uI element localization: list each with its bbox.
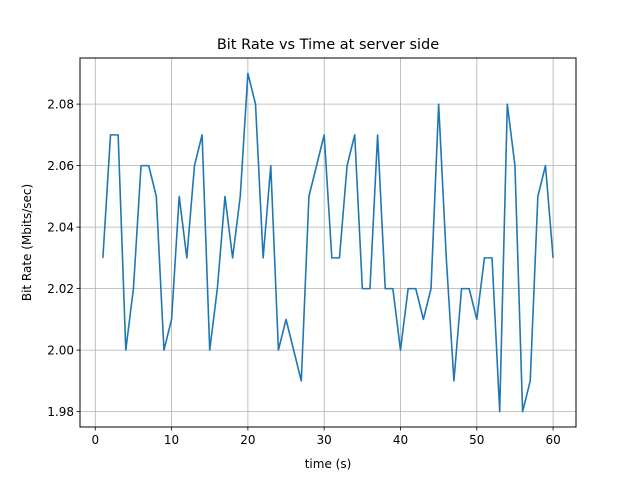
x-tick-label: 40 [393, 433, 408, 447]
y-tick-label: 2.02 [47, 282, 74, 296]
x-tick-label: 0 [91, 433, 99, 447]
x-tick-label: 20 [240, 433, 255, 447]
plot-frame [79, 57, 577, 428]
chart-title: Bit Rate vs Time at server side [217, 37, 439, 53]
series-line [102, 72, 554, 413]
y-tick-label: 1.98 [47, 405, 74, 419]
y-axis-label: Bit Rate (Mbits/sec) [20, 184, 34, 301]
x-axis-label: time (s) [305, 457, 352, 471]
x-tick-label: 10 [164, 433, 179, 447]
ticks: 0 10 20 30 40 50 60 1.98 2.00 2.02 2.04 2.06 2.08 [47, 97, 560, 447]
series-layer [102, 72, 554, 413]
x-tick-label: 50 [469, 433, 484, 447]
y-tick-label: 2.00 [47, 343, 74, 357]
plot-area [80, 58, 576, 427]
x-tick-label: 30 [317, 433, 332, 447]
y-tick-label: 2.06 [47, 159, 74, 173]
y-tick-label: 2.08 [47, 97, 74, 111]
y-tick-label: 2.04 [47, 220, 74, 234]
x-tick-label: 60 [545, 433, 560, 447]
